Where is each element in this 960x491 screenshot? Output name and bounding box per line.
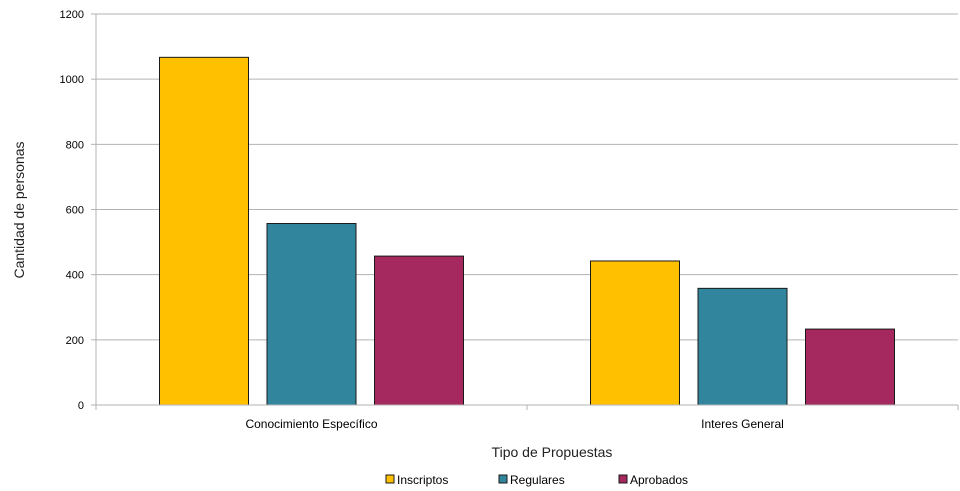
y-tick-label: 1000: [60, 74, 84, 86]
bar-regulares-0: [266, 223, 357, 406]
legend-label: Aprobados: [630, 473, 688, 487]
y-tick-label: 400: [66, 270, 84, 282]
x-category-label: Interes General: [701, 417, 784, 431]
bar-inscriptos-0: [159, 56, 249, 406]
y-tick-label: 1200: [60, 9, 84, 21]
x-axis-categories: Conocimiento Específico Interes General: [245, 417, 783, 431]
bar-aprobados-1: [805, 328, 895, 406]
legend-item-regulares: Regulares: [498, 473, 565, 487]
y-axis-ticks: 0 200 400 600 800 1000 1200: [60, 9, 96, 412]
bar-aprobados-0: [374, 255, 464, 406]
legend-item-inscriptos: Inscriptos: [385, 473, 448, 487]
axes: [95, 14, 959, 410]
legend-item-aprobados: Aprobados: [618, 473, 688, 487]
legend-label: Inscriptos: [397, 473, 448, 487]
legend-label: Regulares: [510, 473, 565, 487]
legend: Inscriptos Regulares Aprobados: [385, 473, 688, 487]
bars: [159, 56, 895, 406]
y-axis-title: Cantidad de personas: [11, 142, 27, 279]
bar-inscriptos-1: [590, 260, 680, 406]
legend-swatch: [618, 474, 628, 484]
x-axis-title: Tipo de Propuestas: [492, 444, 613, 460]
bar-regulares-1: [697, 287, 788, 406]
y-tick-label: 200: [66, 335, 84, 347]
y-tick-label: 800: [66, 139, 84, 151]
y-tick-label: 0: [78, 400, 84, 412]
legend-swatch: [498, 474, 508, 484]
y-tick-label: 600: [66, 205, 84, 217]
legend-swatch: [385, 474, 395, 484]
x-category-label: Conocimiento Específico: [245, 417, 377, 431]
